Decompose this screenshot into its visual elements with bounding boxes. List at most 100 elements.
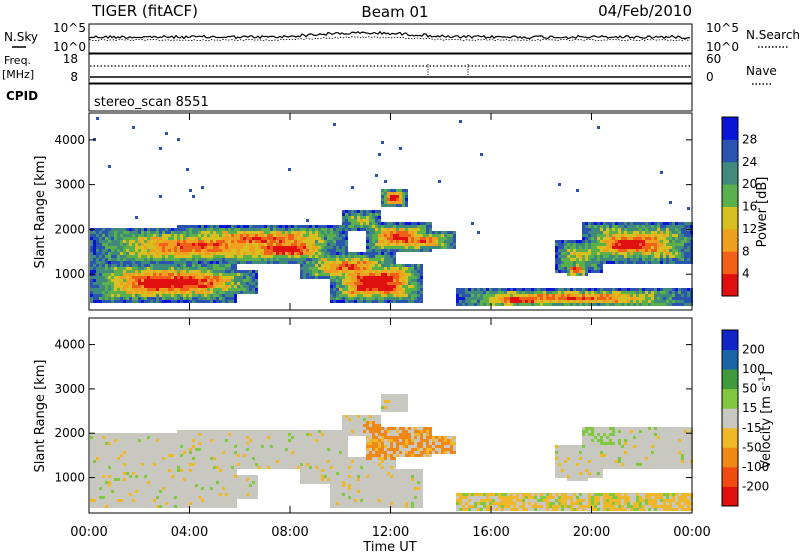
power-cell [174,270,177,273]
power-cell [609,222,612,225]
power-cell [615,243,618,246]
power-cell [645,261,648,264]
power-cell [339,282,342,285]
power-cell [258,246,261,249]
power-cell [633,252,636,255]
velocity-cell [192,493,195,496]
power-cell [678,303,681,306]
power-cell [360,264,363,267]
power-cell [633,297,636,300]
power-cell [108,234,111,237]
power-cell [369,276,372,279]
power-cell [177,255,180,258]
power-cell [189,288,192,291]
velocity-cell [123,472,126,475]
velocity-cell [183,451,186,454]
power-cell [165,237,168,240]
power-cell [237,288,240,291]
velocity-cell [174,490,177,493]
power-cell [381,294,384,297]
power-cell [624,300,627,303]
power-cell [561,288,564,291]
power-cell [252,237,255,240]
velocity-cell [207,430,210,433]
velocity-cell [171,466,174,469]
power-colorbar-segment [722,206,738,230]
power-cell [216,252,219,255]
power-cell [636,234,639,237]
power-cell [405,195,408,198]
power-cell [396,264,399,267]
velocity-cell [126,493,129,496]
velocity-cell [195,481,198,484]
power-cell [615,288,618,291]
power-cell [597,252,600,255]
power-cell [336,237,339,240]
power-cell [420,225,423,228]
power-cell [219,276,222,279]
power-cell [102,291,105,294]
power-cell [201,270,204,273]
power-cell [300,228,303,231]
power-cell [687,252,690,255]
velocity-cell [105,451,108,454]
power-cell [147,273,150,276]
power-cell [321,276,324,279]
velocity-cell [186,451,189,454]
power-cell [342,288,345,291]
power-cell [588,237,591,240]
power-cell [399,285,402,288]
power-cell [405,228,408,231]
power-cell [105,297,108,300]
power-cell [510,300,513,303]
power-cell [573,294,576,297]
power-cell [603,294,606,297]
power-cell [204,237,207,240]
velocity-cell [117,457,120,460]
power-cell [114,234,117,237]
velocity-cell [90,478,93,481]
power-cell [417,222,420,225]
power-cell [675,231,678,234]
power-cell [132,270,135,273]
power-cell [381,192,384,195]
power-cell [366,270,369,273]
power-cell [234,249,237,252]
power-cell [558,294,561,297]
power-cell [396,291,399,294]
power-cell [405,237,408,240]
power-cell [411,225,414,228]
power-cell [342,297,345,300]
power-cell [516,288,519,291]
velocity-cell [90,451,93,454]
power-cell [417,237,420,240]
power-cell [609,246,612,249]
power-cell [210,243,213,246]
power-cell [165,276,168,279]
power-cell [570,297,573,300]
velocity-cell [204,478,207,481]
power-cell [288,249,291,252]
power-cell [315,270,318,273]
velocity-cell [207,466,210,469]
velocity-cell [168,496,171,499]
power-cell [381,243,384,246]
velocity-cell [201,463,204,466]
power-cell [99,246,102,249]
power-cell [165,297,168,300]
power-cell [342,240,345,243]
power-cell [126,255,129,258]
power-cell [201,291,204,294]
power-cell [396,243,399,246]
power-cell [600,234,603,237]
power-cell [201,288,204,291]
power-cell [633,291,636,294]
power-cell [162,276,165,279]
power-cell [462,300,465,303]
power-cell [393,282,396,285]
power-cell [372,225,375,228]
power-cell [336,258,339,261]
power-cell [474,288,477,291]
power-cell [369,249,372,252]
power-cell [207,255,210,258]
